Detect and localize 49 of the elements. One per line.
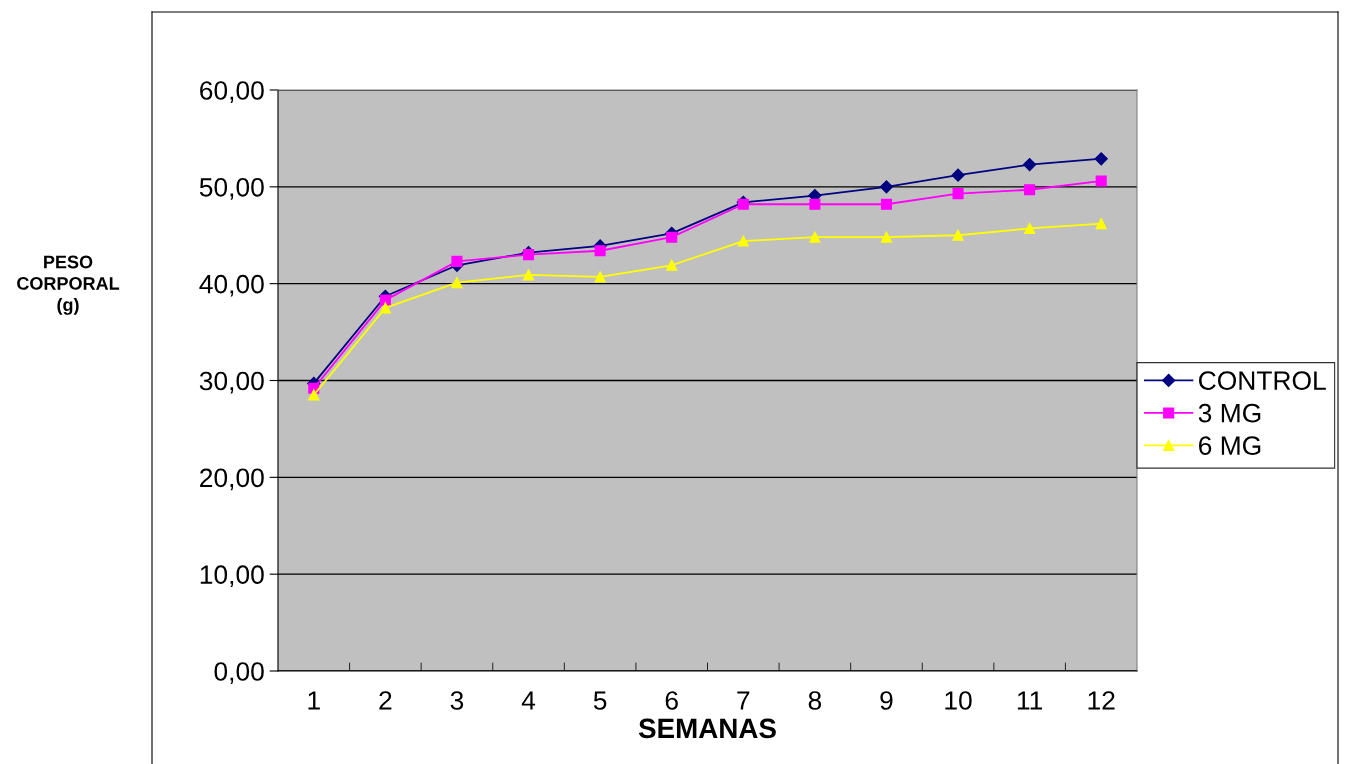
x-axis-title: SEMANAS — [638, 718, 776, 739]
point — [666, 259, 678, 271]
point — [594, 271, 606, 283]
legend-label: 3 MG — [1198, 403, 1261, 423]
x-tick-label: 3 — [450, 691, 464, 710]
point — [666, 231, 678, 243]
x-tick-label: 12 — [1088, 691, 1115, 710]
point — [1094, 152, 1108, 166]
point — [594, 245, 606, 257]
x-tick-label: 11 — [1017, 691, 1043, 710]
point — [880, 231, 893, 243]
point — [809, 231, 821, 243]
point — [737, 235, 749, 247]
point — [951, 168, 965, 182]
point — [1023, 157, 1037, 172]
x-tick-label: 2 — [379, 691, 392, 710]
point — [1024, 184, 1036, 196]
point — [308, 389, 320, 401]
x-tick-label: 6 — [665, 691, 678, 710]
y-tick-label: 30,00 — [199, 371, 264, 394]
x-tick-label: 4 — [521, 691, 536, 710]
point — [1095, 175, 1107, 187]
y-tick-label: 60,00 — [200, 81, 264, 103]
point — [809, 198, 821, 210]
point — [379, 302, 391, 314]
y-tick-label: 40,00 — [199, 274, 264, 297]
point — [952, 188, 964, 200]
point — [451, 255, 463, 267]
y-axis-title: PESO CORPORAL (g) — [17, 255, 120, 315]
y-tick-label: 10,00 — [200, 565, 264, 588]
x-tick-label: 8 — [808, 691, 822, 710]
legend-label: CONTROL — [1199, 371, 1326, 390]
x-tick-label: 5 — [593, 691, 607, 710]
point — [880, 198, 893, 210]
point — [522, 249, 535, 261]
x-tick-label: 7 — [737, 691, 750, 710]
point — [952, 229, 964, 241]
point — [451, 277, 463, 289]
point — [1095, 218, 1107, 230]
y-tick-label: 20,00 — [200, 468, 264, 491]
point — [522, 269, 535, 281]
point — [1024, 222, 1036, 235]
x-tick-label: 10 — [945, 691, 972, 710]
point — [879, 180, 894, 194]
y-tick-label: 0,00 — [214, 662, 264, 684]
x-tick-label: 9 — [880, 691, 893, 710]
x-tick-label: 1 — [308, 691, 320, 710]
legend-label: 6 MG — [1199, 436, 1261, 455]
y-tick-label: 50,00 — [199, 177, 264, 200]
